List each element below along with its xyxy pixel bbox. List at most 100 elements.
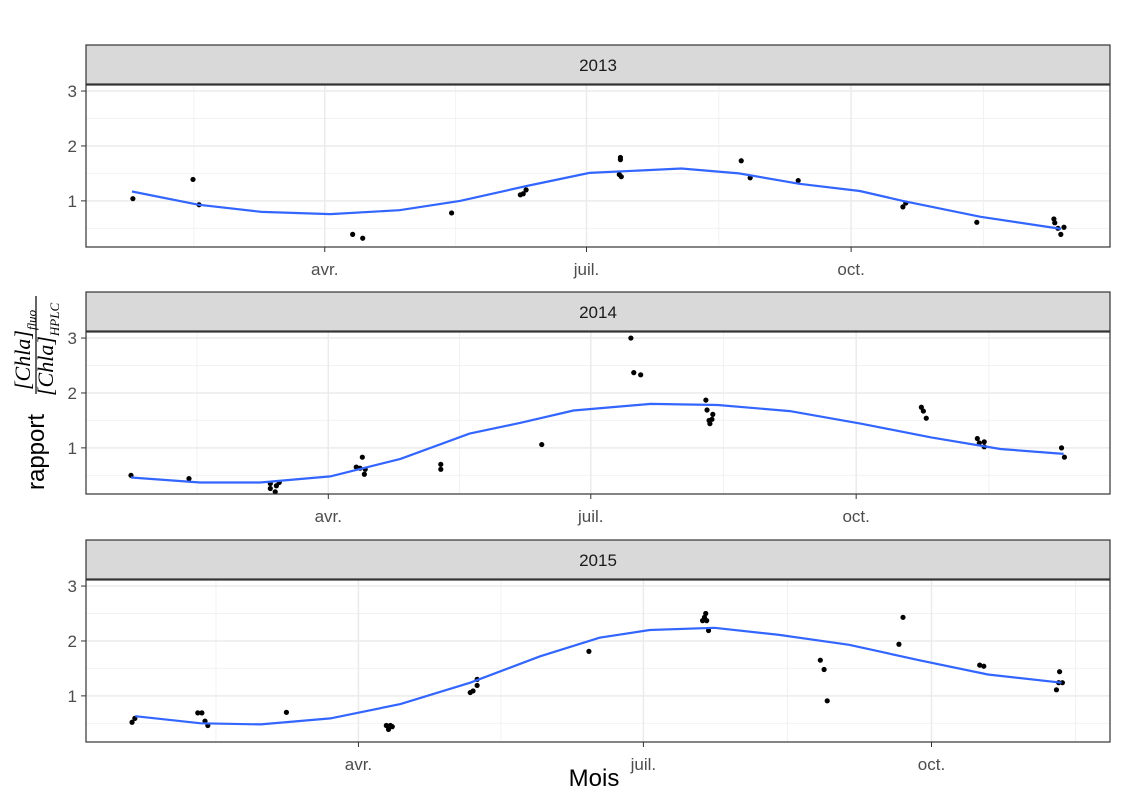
data-point (1052, 220, 1058, 226)
data-point (1056, 669, 1063, 675)
panel-border (85, 579, 1111, 743)
data-point (974, 219, 980, 225)
y-tick-label: 2 (68, 384, 77, 403)
data-point (438, 461, 444, 467)
data-point (795, 177, 801, 184)
data-point (1053, 687, 1060, 693)
data-point (195, 710, 201, 716)
data-point (703, 397, 709, 403)
y-axis-label-text: rapport (23, 414, 50, 490)
data-point (539, 441, 545, 448)
denominator-sub: HPLC (47, 303, 62, 338)
data-point (360, 235, 366, 241)
data-point (523, 187, 529, 193)
data-point (704, 618, 710, 624)
numerator-sub: fluo (24, 309, 39, 330)
data-point (1058, 445, 1065, 451)
data-point (1059, 680, 1066, 686)
x-tick-label: juil. (577, 507, 604, 526)
y-tick-label: 2 (68, 137, 77, 156)
y-tick-label: 3 (68, 329, 77, 348)
x-tick-label: oct. (918, 755, 945, 774)
data-point (359, 454, 365, 460)
panel-border (85, 84, 1111, 248)
data-point (821, 666, 827, 673)
x-tick-label: avr. (315, 507, 342, 526)
facet-title: 2015 (579, 551, 617, 570)
y-label-numerator: [Chla]fluo (10, 309, 39, 390)
data-point (448, 210, 455, 216)
data-point (389, 724, 395, 730)
data-point (1058, 231, 1064, 237)
trend-line (135, 626, 1062, 726)
data-point (383, 722, 389, 729)
data-point (900, 204, 906, 210)
facet-strip (85, 44, 1111, 85)
data-point (631, 370, 637, 376)
data-point (283, 709, 290, 715)
data-point (709, 416, 715, 422)
data-point (272, 489, 278, 495)
data-point (1061, 224, 1067, 230)
denominator: [Chla] (33, 336, 58, 396)
data-point (199, 710, 205, 716)
data-point (474, 682, 480, 689)
data-point (707, 421, 713, 427)
data-point (628, 335, 634, 341)
data-point (704, 407, 710, 413)
y-tick-label: 3 (68, 577, 77, 596)
facet-title: 2014 (579, 303, 617, 322)
data-point (923, 415, 929, 421)
x-tick-label: oct. (837, 260, 864, 279)
y-axis-label: rapport [Chla]fluo [Chla]HPLC (10, 296, 62, 490)
data-point (586, 648, 592, 654)
facet-strip (85, 539, 1111, 580)
data-point (974, 435, 980, 442)
data-point (920, 408, 926, 414)
data-point (1061, 454, 1068, 460)
data-point (738, 158, 744, 164)
data-point (896, 641, 902, 647)
data-point (129, 719, 135, 725)
data-point (385, 726, 392, 732)
data-point (267, 485, 273, 492)
x-tick-label: juil. (630, 755, 657, 774)
y-tick-label: 1 (68, 687, 77, 706)
data-point (977, 662, 983, 668)
data-point (900, 614, 906, 620)
data-point (703, 610, 709, 617)
data-point (190, 176, 196, 183)
numerator: [Chla] (10, 330, 35, 390)
x-axis-label: Mois (569, 765, 620, 792)
data-point (705, 627, 712, 634)
y-tick-label: 1 (68, 439, 77, 458)
x-tick-label: avr. (311, 260, 338, 279)
y-tick-label: 2 (68, 632, 77, 651)
data-point (918, 404, 924, 410)
data-point (438, 466, 444, 472)
trend-line (130, 402, 1064, 484)
data-point (981, 663, 987, 669)
data-point (824, 698, 830, 704)
panel-border (85, 331, 1111, 495)
facet-title: 2013 (579, 56, 617, 75)
data-point (638, 372, 644, 378)
data-point (617, 157, 624, 163)
y-tick-label: 3 (68, 82, 77, 101)
data-point (618, 174, 624, 180)
y-tick-label: 1 (68, 192, 77, 211)
y-label-denominator: [Chla]HPLC (33, 303, 62, 396)
data-point (361, 471, 367, 477)
data-point (186, 476, 192, 482)
x-tick-label: juil. (573, 260, 600, 279)
data-point (470, 688, 476, 694)
facet-strip (85, 291, 1111, 332)
data-point (817, 657, 823, 663)
data-point (710, 411, 716, 417)
trend-line (131, 167, 1062, 230)
data-point (981, 439, 987, 445)
x-tick-label: oct. (842, 507, 869, 526)
x-tick-label: avr. (345, 755, 372, 774)
